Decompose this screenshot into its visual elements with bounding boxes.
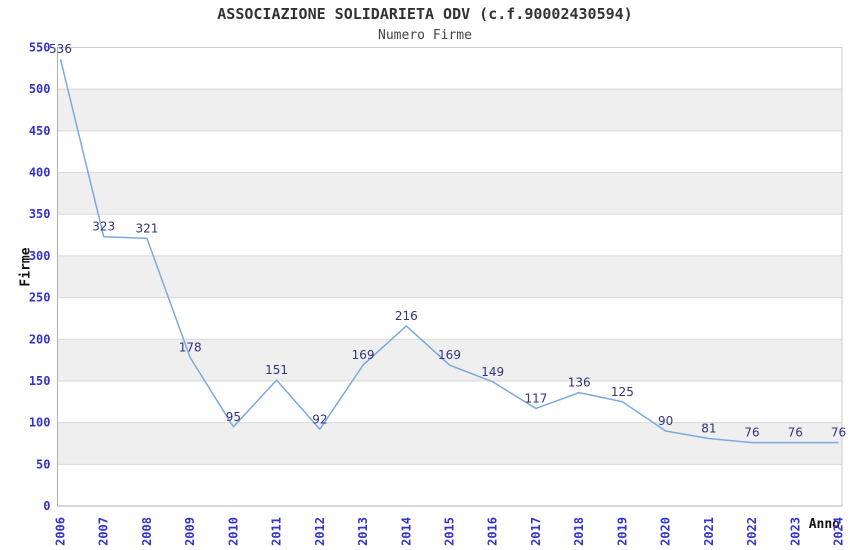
y-tick-label: 100: [29, 416, 51, 430]
y-tick-label: 450: [29, 124, 51, 138]
x-tick-label: 2022: [745, 517, 759, 546]
x-tick-label: 2023: [788, 517, 802, 546]
point-label: 136: [568, 376, 591, 390]
point-label: 536: [49, 42, 72, 56]
chart-title: ASSOCIAZIONE SOLIDARIETA ODV (c.f.900024…: [217, 5, 633, 23]
point-label: 92: [312, 412, 327, 426]
point-label: 125: [611, 385, 634, 399]
x-tick-label: 2012: [313, 517, 327, 546]
y-tick-label: 550: [29, 41, 51, 55]
x-tick-label: 2020: [659, 517, 673, 546]
point-label: 169: [438, 348, 461, 362]
point-label: 149: [481, 365, 504, 379]
point-label: 76: [831, 426, 846, 440]
point-label: 323: [92, 220, 115, 234]
y-tick-label: 50: [36, 457, 50, 471]
x-tick-label: 2017: [529, 517, 543, 546]
x-tick-label: 2009: [183, 517, 197, 546]
series-line: [59, 58, 839, 444]
x-tick-label: 2006: [54, 517, 68, 546]
point-label: 76: [788, 426, 803, 440]
point-label: 216: [395, 309, 418, 323]
plot-band: [57, 422, 842, 465]
plot-band: [57, 89, 842, 131]
plot-band: [57, 255, 842, 298]
point-label: 151: [265, 363, 288, 377]
x-tick-label: 2011: [270, 517, 284, 546]
x-tick-label: 2016: [486, 517, 500, 546]
point-label: 178: [179, 341, 202, 355]
x-tick-label: 2010: [226, 517, 240, 546]
x-tick-label: 2015: [443, 517, 457, 546]
chart-subtitle: Numero Firme: [378, 28, 472, 43]
y-tick-label: 250: [29, 291, 51, 305]
y-tick-label: 200: [29, 332, 51, 346]
x-tick-label: 2018: [572, 517, 586, 546]
x-tick-label: 2013: [356, 517, 370, 546]
point-label: 169: [352, 348, 375, 362]
plot-band: [57, 339, 842, 381]
point-label: 117: [524, 391, 547, 405]
x-tick-label: 2019: [615, 517, 629, 546]
y-tick-label: 0: [43, 499, 50, 513]
x-tick-label: 2014: [399, 517, 413, 546]
point-label: 95: [226, 410, 241, 424]
x-tick-label: 2008: [140, 517, 154, 546]
point-label: 81: [701, 421, 716, 435]
y-tick-label: 300: [29, 249, 51, 263]
y-tick-label: 150: [29, 374, 51, 388]
x-tick-label: 2021: [702, 517, 716, 546]
point-label: 321: [135, 221, 158, 235]
x-tick-label: 2007: [97, 517, 111, 546]
y-tick-label: 500: [29, 82, 51, 96]
y-tick-label: 400: [29, 166, 51, 180]
x-axis-title: Anno: [808, 517, 840, 532]
y-tick-label: 350: [29, 207, 51, 221]
x-tick-label: 2024: [832, 517, 846, 546]
plot-band: [57, 172, 842, 215]
point-label: 76: [744, 426, 759, 440]
point-label: 90: [658, 414, 673, 428]
